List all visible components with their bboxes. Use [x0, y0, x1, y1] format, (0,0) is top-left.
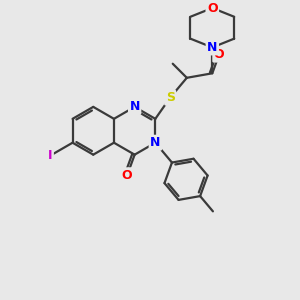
Text: S: S	[166, 91, 175, 104]
Text: N: N	[207, 41, 217, 54]
Text: N: N	[130, 100, 140, 113]
Text: I: I	[48, 149, 52, 162]
Text: N: N	[150, 136, 160, 149]
Text: O: O	[214, 48, 224, 61]
Text: O: O	[122, 169, 133, 182]
Text: O: O	[207, 2, 217, 14]
